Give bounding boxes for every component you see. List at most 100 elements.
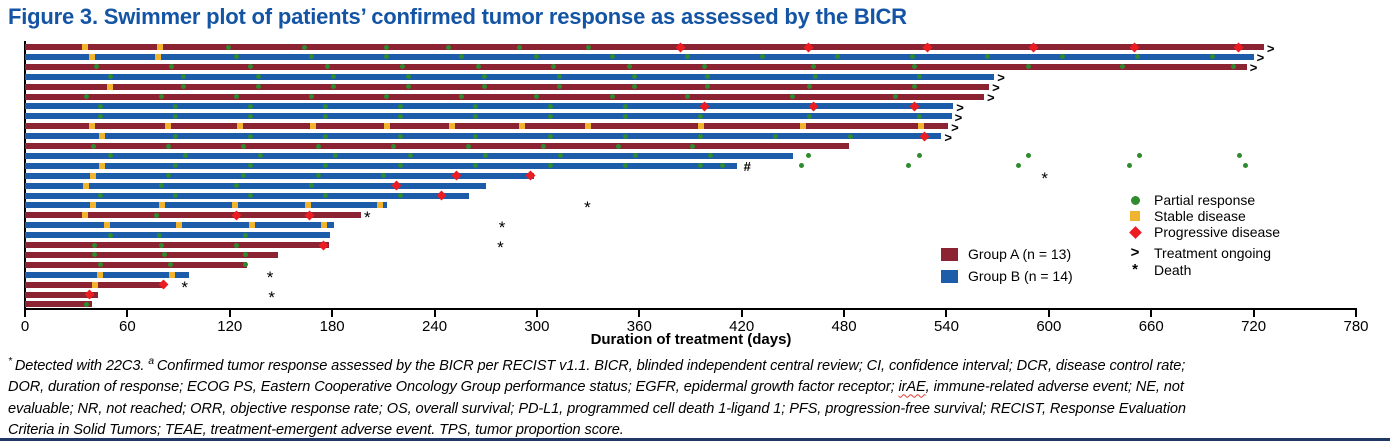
partial-response-marker: [585, 44, 591, 50]
partial-response-marker: [1210, 54, 1216, 60]
partial-response-marker: [556, 74, 562, 80]
partial-response-marker: [165, 143, 171, 149]
partial-response-marker: [551, 64, 557, 70]
partial-response-marker: [534, 54, 540, 60]
footnote-text: DOR, duration of response; ECOG PS, East…: [8, 379, 899, 396]
swimmer-plot-area: > > > > > > > > > > # * * * * * * * *: [25, 41, 1356, 308]
group-b-swatch: [941, 270, 958, 283]
swimmer-bar-patient-18: [25, 212, 362, 219]
partial-response-marker: [107, 74, 113, 80]
partial-response-marker: [322, 113, 328, 119]
partial-response-marker: [384, 54, 390, 60]
partial-response-marker: [309, 54, 315, 60]
partial-response-post-marker: [1242, 163, 1248, 169]
partial-response-marker: [684, 94, 690, 99]
partial-response-marker: [807, 113, 813, 119]
partial-response-marker: [247, 133, 253, 139]
partial-response-marker: [483, 153, 489, 159]
swimmer-bar-patient-23: [25, 261, 247, 268]
footnote-text: *: [8, 355, 15, 367]
x-tick-label: 420: [729, 318, 755, 335]
partial-response-marker: [380, 173, 386, 179]
death-marker: *: [584, 198, 591, 218]
partial-response-post-marker: [916, 153, 922, 159]
death-marker: *: [266, 267, 274, 287]
death-marker: *: [498, 218, 506, 238]
stable-disease-marker: [383, 123, 390, 130]
partial-response-marker: [916, 74, 922, 80]
partial-response-marker: [406, 84, 412, 90]
partial-response-marker: [909, 54, 915, 60]
legend-label-stable-disease: Stable disease: [1154, 208, 1246, 224]
legend-label-group-b: Group B (n = 14): [968, 268, 1073, 284]
partial-response-marker: [234, 183, 240, 189]
legend-label-death: Death: [1154, 262, 1192, 278]
swimmer-bar-patient-21: [25, 242, 329, 248]
partial-response-marker: [322, 193, 328, 198]
partial-response-marker: [548, 113, 554, 119]
partial-response-marker: [242, 262, 248, 268]
partial-response-marker: [384, 94, 390, 99]
partial-response-marker: [916, 113, 922, 119]
partial-response-marker: [159, 183, 164, 189]
partial-response-marker: [257, 153, 263, 159]
partial-response-marker: [459, 94, 465, 99]
partial-response-marker: [834, 54, 840, 60]
partial-response-marker: [316, 143, 321, 149]
x-tick: [740, 310, 743, 317]
death-marker: *: [497, 238, 504, 257]
legend-label-progressive-disease: Progressive disease: [1154, 224, 1281, 240]
footnote-text: Detected with 22C3.: [14, 357, 149, 374]
partial-response-marker: [97, 193, 103, 198]
x-tick-label: 660: [1138, 318, 1164, 335]
stable-disease-marker: [800, 123, 807, 130]
partial-response-marker: [167, 262, 173, 268]
stable-disease-marker: [88, 53, 95, 60]
stable-disease-marker: [97, 271, 104, 278]
swimmer-bar-patient-2: [25, 53, 1254, 60]
stable-disease-marker: [585, 123, 592, 130]
partial-response-marker: [247, 103, 253, 109]
stable-disease-marker: [248, 222, 255, 229]
partial-response-marker: [391, 143, 397, 149]
partial-response-marker: [626, 64, 632, 70]
x-tick-label: 720: [1241, 318, 1267, 335]
swimmer-bar-patient-22: [25, 251, 278, 258]
partial-response-marker: [807, 84, 813, 90]
stable-disease-marker: [107, 83, 114, 90]
partial-response-marker: [162, 252, 168, 258]
partial-response-marker: [445, 44, 451, 50]
stable-disease-icon: [1125, 208, 1145, 224]
partial-response-marker: [534, 94, 540, 99]
swimmer-bar-patient-4: [25, 73, 995, 80]
partial-response-marker: [472, 133, 478, 139]
stable-disease-marker: [237, 123, 243, 130]
partial-response-marker: [397, 103, 403, 109]
x-tick-label: 360: [626, 318, 652, 335]
stable-disease-marker: [168, 271, 175, 278]
treatment-ongoing-marker: >: [954, 109, 963, 125]
stable-disease-marker: [376, 202, 383, 209]
partial-response-marker: [234, 54, 240, 60]
x-tick-label: 120: [217, 318, 243, 335]
partial-response-marker: [1059, 54, 1065, 60]
partial-response-marker: [623, 103, 629, 109]
partial-response-marker: [169, 64, 175, 70]
partial-response-marker: [322, 163, 328, 169]
stable-disease-marker: [81, 212, 88, 219]
swimmer-bar-patient-16: [25, 192, 469, 199]
swimmer-bar-patient-5: [25, 83, 990, 90]
partial-response-marker: [397, 113, 403, 119]
legend-row-progressive-disease: Progressive disease: [1122, 224, 1382, 242]
x-axis-line: [24, 308, 1357, 310]
partial-response-marker: [90, 143, 96, 149]
x-tick: [24, 310, 26, 317]
partial-response-marker: [247, 113, 253, 119]
swimmer-bar-patient-15: [25, 182, 486, 189]
swimmer-bar-patient-27: [25, 301, 92, 308]
partial-response-marker: [92, 242, 98, 248]
partial-response-marker: [333, 153, 339, 159]
partial-response-marker: [689, 143, 695, 149]
partial-response-marker: [83, 94, 89, 99]
partial-response-marker: [466, 143, 472, 149]
